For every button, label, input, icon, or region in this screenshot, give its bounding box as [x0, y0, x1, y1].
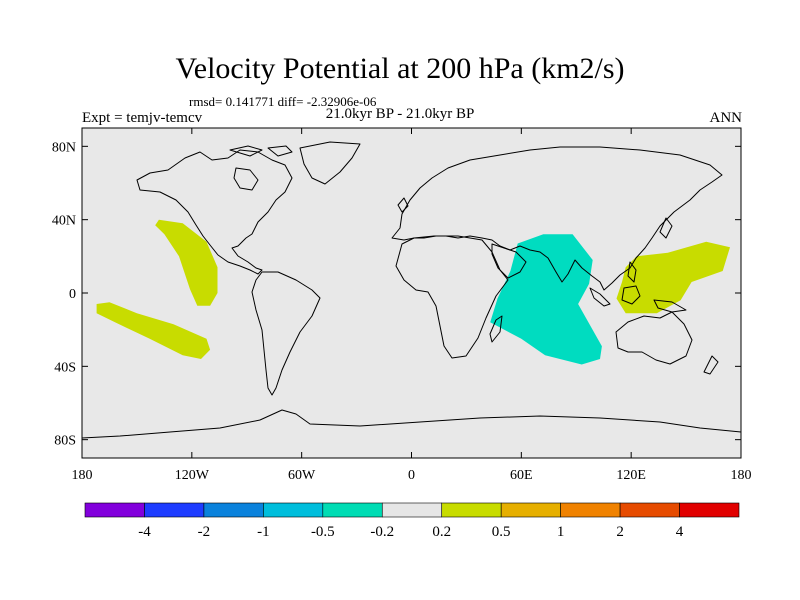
lat-tick-label: 40N [52, 214, 76, 229]
colorbar-label: -4 [138, 524, 151, 540]
lon-tick-label: 180 [731, 468, 752, 483]
axis-ticks: 80N 40N 0 40S 80S 180 120W 60W 0 60E 120E 180 [52, 128, 752, 483]
coastline-greenland [299, 141, 361, 185]
experiment-label: Expt = temjv-temcv [82, 110, 203, 126]
colorbar: -4 -2 -1 -0.5 -0.2 0.2 0.5 1 2 4 [84, 502, 740, 540]
lat-tick-label: 0 [69, 287, 76, 302]
plot-title: Velocity Potential at 200 hPa (km2/s) [175, 52, 625, 85]
colorbar-label: 0.2 [432, 524, 451, 540]
lon-tick-label: 0 [408, 468, 415, 483]
lat-tick-label: 40S [54, 360, 76, 375]
colorbar-label: 1 [557, 524, 565, 540]
coastline-japan [659, 217, 673, 239]
lon-tick-label: 180 [72, 468, 93, 483]
coastline-eurasia [391, 146, 723, 291]
coastline-sumatra [589, 287, 611, 307]
coastline-arctic-islands [229, 145, 293, 157]
colorbar-label: 4 [676, 524, 684, 540]
colorbar-label: 0.5 [492, 524, 511, 540]
colorbar-swatch [322, 502, 383, 518]
colorbar-swatch [441, 502, 502, 518]
coastline-british-isles [397, 197, 409, 213]
lon-tick-label: 60W [288, 468, 316, 483]
colorbar-label: -1 [257, 524, 270, 540]
lon-tick-label: 60E [510, 468, 533, 483]
anomaly-indian-ocean-negative [490, 234, 602, 365]
anomaly-south-pacific-positive [96, 302, 211, 359]
coastline-philippines [627, 261, 637, 283]
colorbar-swatch [500, 502, 561, 518]
colorbar-swatch [619, 502, 680, 518]
lon-tick-label: 120E [616, 468, 646, 483]
colorbar-label: -0.2 [370, 524, 394, 540]
coastline-south-america [251, 271, 321, 396]
period-label: 21.0kyr BP - 21.0kyr BP [325, 106, 475, 122]
anomaly-regions [96, 219, 730, 365]
coastline-antarctica [82, 409, 741, 439]
colorbar-swatch [560, 502, 621, 518]
colorbar-label: -2 [198, 524, 211, 540]
coastline-new-zealand [703, 355, 719, 375]
lat-tick-label: 80N [52, 140, 76, 155]
colorbar-swatch [381, 502, 443, 518]
colorbar-swatch [263, 502, 324, 518]
lon-tick-label: 120W [175, 468, 210, 483]
coastline-africa [395, 235, 509, 359]
season-label: ANN [709, 110, 743, 126]
stats-line: rmsd= 0.141771 diff= -2.32906e-06 [189, 94, 377, 109]
coastline-arabia [491, 243, 527, 279]
colorbar-label: -0.5 [311, 524, 335, 540]
anomaly-west-pacific-positive [616, 241, 730, 314]
coastline-new-guinea [653, 299, 687, 313]
colorbar-swatch [84, 502, 145, 518]
coastline-north-america [136, 149, 293, 275]
coastline-borneo [621, 285, 641, 305]
coastline-madagascar [489, 315, 503, 343]
coastline-australia [615, 311, 693, 365]
coastlines [82, 141, 741, 439]
colorbar-swatch [144, 502, 205, 518]
colorbar-swatch [679, 502, 740, 518]
colorbar-swatch [203, 502, 264, 518]
coastline-hudson-bay [233, 167, 259, 191]
lat-tick-label: 80S [54, 434, 76, 449]
anomaly-east-pacific-positive [155, 219, 218, 306]
colorbar-label: 2 [616, 524, 624, 540]
